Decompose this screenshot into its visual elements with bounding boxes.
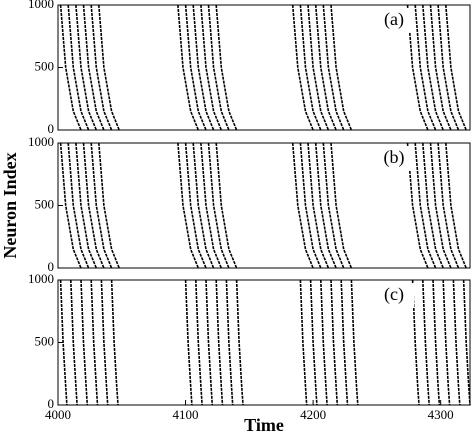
spike-curve [320, 279, 328, 406]
spike-curve [429, 142, 452, 269]
spike-curve [75, 142, 98, 269]
spike-curve [437, 4, 460, 131]
spike-curve [307, 142, 330, 269]
spike-curve [207, 142, 230, 269]
spike-curve [437, 142, 460, 269]
spike-curve [192, 142, 215, 269]
spike-curve [340, 279, 349, 406]
spike-curve [350, 279, 359, 406]
spike-curve [192, 4, 215, 131]
spike-curve [406, 4, 429, 131]
spike-curve [330, 4, 353, 131]
label-bg [374, 8, 414, 32]
spike-curve [75, 4, 98, 131]
spike-curve [445, 142, 467, 269]
spike-curve [67, 142, 90, 269]
spike-curve [207, 4, 230, 131]
spike-curve [429, 4, 452, 131]
y-tick-label: 0 [48, 121, 55, 136]
spike-curve [80, 279, 89, 406]
spike-curve [90, 279, 99, 406]
spike-curve [82, 4, 105, 131]
spike-curve [299, 142, 322, 269]
x-tick-label: 4100 [173, 407, 199, 422]
y-axis-label: Neuron Index [0, 152, 20, 258]
y-tick-label: 1000 [28, 271, 54, 286]
spike-curve [422, 4, 444, 131]
spike-curve [100, 279, 109, 406]
spike-curve [90, 4, 113, 131]
spike-curve [59, 142, 82, 269]
spike-curve [291, 142, 314, 269]
spike-curve [184, 4, 207, 131]
y-tick-label: 500 [35, 196, 55, 211]
spike-curve [59, 279, 68, 406]
spike-curve [177, 4, 200, 131]
x-tick-label: 4200 [300, 407, 326, 422]
spike-curve [82, 142, 105, 269]
spike-curve [452, 279, 461, 406]
spike-curve [98, 142, 120, 269]
spike-curve [322, 4, 345, 131]
spike-curve [59, 4, 82, 131]
panel-label: (a) [384, 9, 404, 30]
x-tick-label: 4000 [45, 407, 71, 422]
spike-curve [414, 4, 437, 131]
spike-curve [406, 142, 429, 269]
spike-curve [291, 4, 314, 131]
spike-curve [98, 4, 120, 131]
spike-curve [414, 142, 437, 269]
spike-curve [200, 142, 223, 269]
y-tick-label: 1000 [28, 0, 54, 11]
x-axis-label: Time [244, 415, 284, 435]
label-bg [374, 283, 414, 307]
spike-curve [299, 279, 308, 406]
spike-curve [67, 4, 90, 131]
spike-curve [215, 4, 238, 131]
spike-curve [215, 142, 238, 269]
panel-label: (b) [384, 147, 405, 168]
label-bg [374, 146, 414, 170]
spike-curve [307, 4, 330, 131]
y-tick-label: 500 [35, 58, 55, 73]
spike-curve [70, 279, 78, 406]
spike-curve [309, 279, 318, 406]
spike-curve [411, 279, 420, 406]
x-tick-label: 4300 [428, 407, 454, 422]
spike-curve [422, 279, 430, 406]
y-tick-label: 1000 [28, 134, 54, 149]
spike-curve [110, 279, 119, 406]
spike-curve [184, 279, 193, 406]
spike-curve [205, 279, 214, 406]
spike-curve [330, 142, 353, 269]
spike-curve [90, 142, 113, 269]
y-tick-label: 500 [35, 333, 55, 348]
spike-curve [322, 142, 345, 269]
spike-curve [299, 4, 322, 131]
spike-curve [184, 142, 207, 269]
spike-curve [314, 4, 337, 131]
spike-curve [235, 279, 244, 406]
y-tick-label: 0 [48, 259, 55, 274]
spike-curve [462, 279, 471, 406]
y-tick-label: 0 [48, 396, 55, 411]
spike-curve [200, 4, 223, 131]
spike-curve [330, 279, 339, 406]
spike-curve [177, 142, 200, 269]
spike-curve [215, 279, 224, 406]
spike-curve [445, 4, 467, 131]
spike-curve [442, 279, 451, 406]
spike-curve [225, 279, 234, 406]
panel-label: (c) [384, 284, 404, 305]
spike-curve [422, 142, 444, 269]
spike-curve [314, 142, 337, 269]
spike-curve [195, 279, 203, 406]
spike-curve [432, 279, 441, 406]
